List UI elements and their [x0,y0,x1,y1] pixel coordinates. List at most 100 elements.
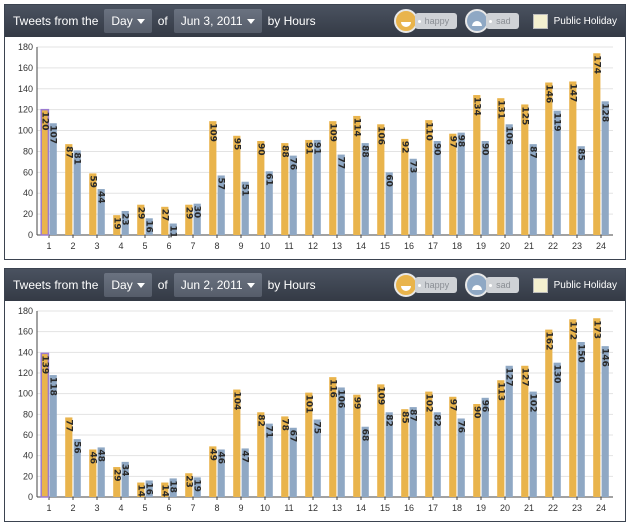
happy-data-label: 90 [471,406,481,419]
x-tick-label: 8 [214,241,219,251]
date-value: Jun 2, 2011 [180,278,243,292]
happy-bar [377,124,385,235]
sad-data-label: 34 [120,464,130,477]
y-tick-label: 140 [18,347,33,357]
happy-bar [137,204,145,235]
sad-tag[interactable]: sad [486,277,519,293]
sad-bar [385,172,393,235]
x-tick-label: 10 [260,241,270,251]
x-tick-label: 11 [284,241,293,251]
date-value: Jun 3, 2011 [180,14,243,28]
sad-bar [505,365,513,497]
happy-data-label: 174 [591,55,601,74]
period-dropdown[interactable]: Day [104,9,152,33]
x-tick-label: 10 [260,503,270,513]
happy-bar [521,365,529,497]
sad-data-label: 127 [504,368,514,387]
happy-bar [353,394,361,497]
happy-data-label: 125 [519,106,529,125]
happy-tag[interactable]: happy [414,13,458,29]
happy-data-label: 87 [63,146,73,159]
sad-bar [385,412,393,497]
happy-bar [113,215,121,235]
period-value: Day [111,278,133,292]
happy-tag[interactable]: happy [414,277,458,293]
happy-data-label: 106 [375,126,385,145]
y-tick-label: 120 [18,368,33,378]
sad-bar [145,480,153,497]
x-tick-label: 5 [142,241,147,251]
happy-data-label: 88 [279,145,289,158]
chart-panel-1: Tweets from the Day of Jun 3, 2011 by Ho… [4,4,626,260]
sad-data-label: 96 [480,400,490,413]
happy-data-label: 147 [567,83,577,102]
sad-bar [217,449,225,497]
happy-bar [209,121,217,235]
happy-face-icon[interactable] [393,273,418,297]
public-holiday-checkbox[interactable] [532,277,548,293]
happy-data-label: 78 [279,418,289,431]
x-tick-label: 8 [214,503,219,513]
happy-data-label: 113 [495,382,505,401]
sad-bar [553,110,561,235]
y-tick-label: 160 [18,327,33,337]
sad-data-label: 48 [96,449,106,462]
sad-face-icon[interactable] [465,9,490,33]
happy-bar [233,389,241,497]
x-tick-label: 19 [476,503,486,513]
sad-data-label: 16 [144,482,154,495]
x-tick-label: 1 [46,241,51,251]
happy-data-label: 59 [87,175,97,188]
happy-bar [473,404,481,497]
y-tick-label: 0 [28,492,33,502]
happy-data-label: 46 [87,451,97,464]
happy-data-label: 92 [399,141,409,154]
public-holiday-checkbox[interactable] [532,13,548,29]
happy-face-icon[interactable] [393,9,418,33]
sad-data-label: 11 [168,226,178,239]
sad-data-label: 68 [360,429,370,442]
happy-bar [305,139,313,235]
date-dropdown[interactable]: Jun 3, 2011 [173,9,262,33]
happy-data-label: 97 [447,136,457,149]
sad-bar [289,427,297,497]
y-tick-label: 20 [23,209,33,219]
happy-bar [40,108,50,236]
sad-bar [73,150,81,235]
chevron-down-icon [136,18,145,24]
period-value: Day [111,14,133,28]
bar-chart: 0204060801001201401601801120107287813594… [18,42,613,251]
happy-bar [497,98,505,235]
sad-bar [601,101,609,235]
happy-data-label: 109 [327,123,337,142]
x-tick-label: 17 [428,503,438,513]
happy-data-label: 146 [543,85,553,104]
x-tick-label: 23 [572,503,582,513]
happy-bar [257,412,265,497]
x-tick-label: 2 [70,503,75,513]
sad-bar [49,123,57,235]
y-tick-label: 180 [18,42,33,52]
happy-data-label: 172 [567,321,577,340]
x-tick-label: 15 [380,241,390,251]
sad-bar [265,423,273,497]
happy-bar [257,141,265,235]
toolbar-suffix: by Hours [267,278,316,292]
happy-data-label: 14 [159,485,169,498]
toolbar: Tweets from the Day of Jun 3, 2011 by Ho… [5,5,625,37]
sad-data-label: 60 [384,174,394,187]
y-tick-label: 80 [23,409,33,419]
happy-bar [449,133,457,235]
sad-data-label: 87 [528,146,538,159]
sad-data-label: 91 [312,142,322,155]
y-tick-label: 160 [18,63,33,73]
date-dropdown[interactable]: Jun 2, 2011 [173,273,262,297]
happy-data-label: 29 [135,207,145,220]
period-dropdown[interactable]: Day [104,273,152,297]
sad-data-label: 107 [48,125,58,144]
sad-data-label: 71 [264,426,274,439]
sad-tag[interactable]: sad [486,13,519,29]
sad-bar [457,418,465,497]
sad-bar [577,342,585,497]
x-tick-label: 14 [356,503,366,513]
